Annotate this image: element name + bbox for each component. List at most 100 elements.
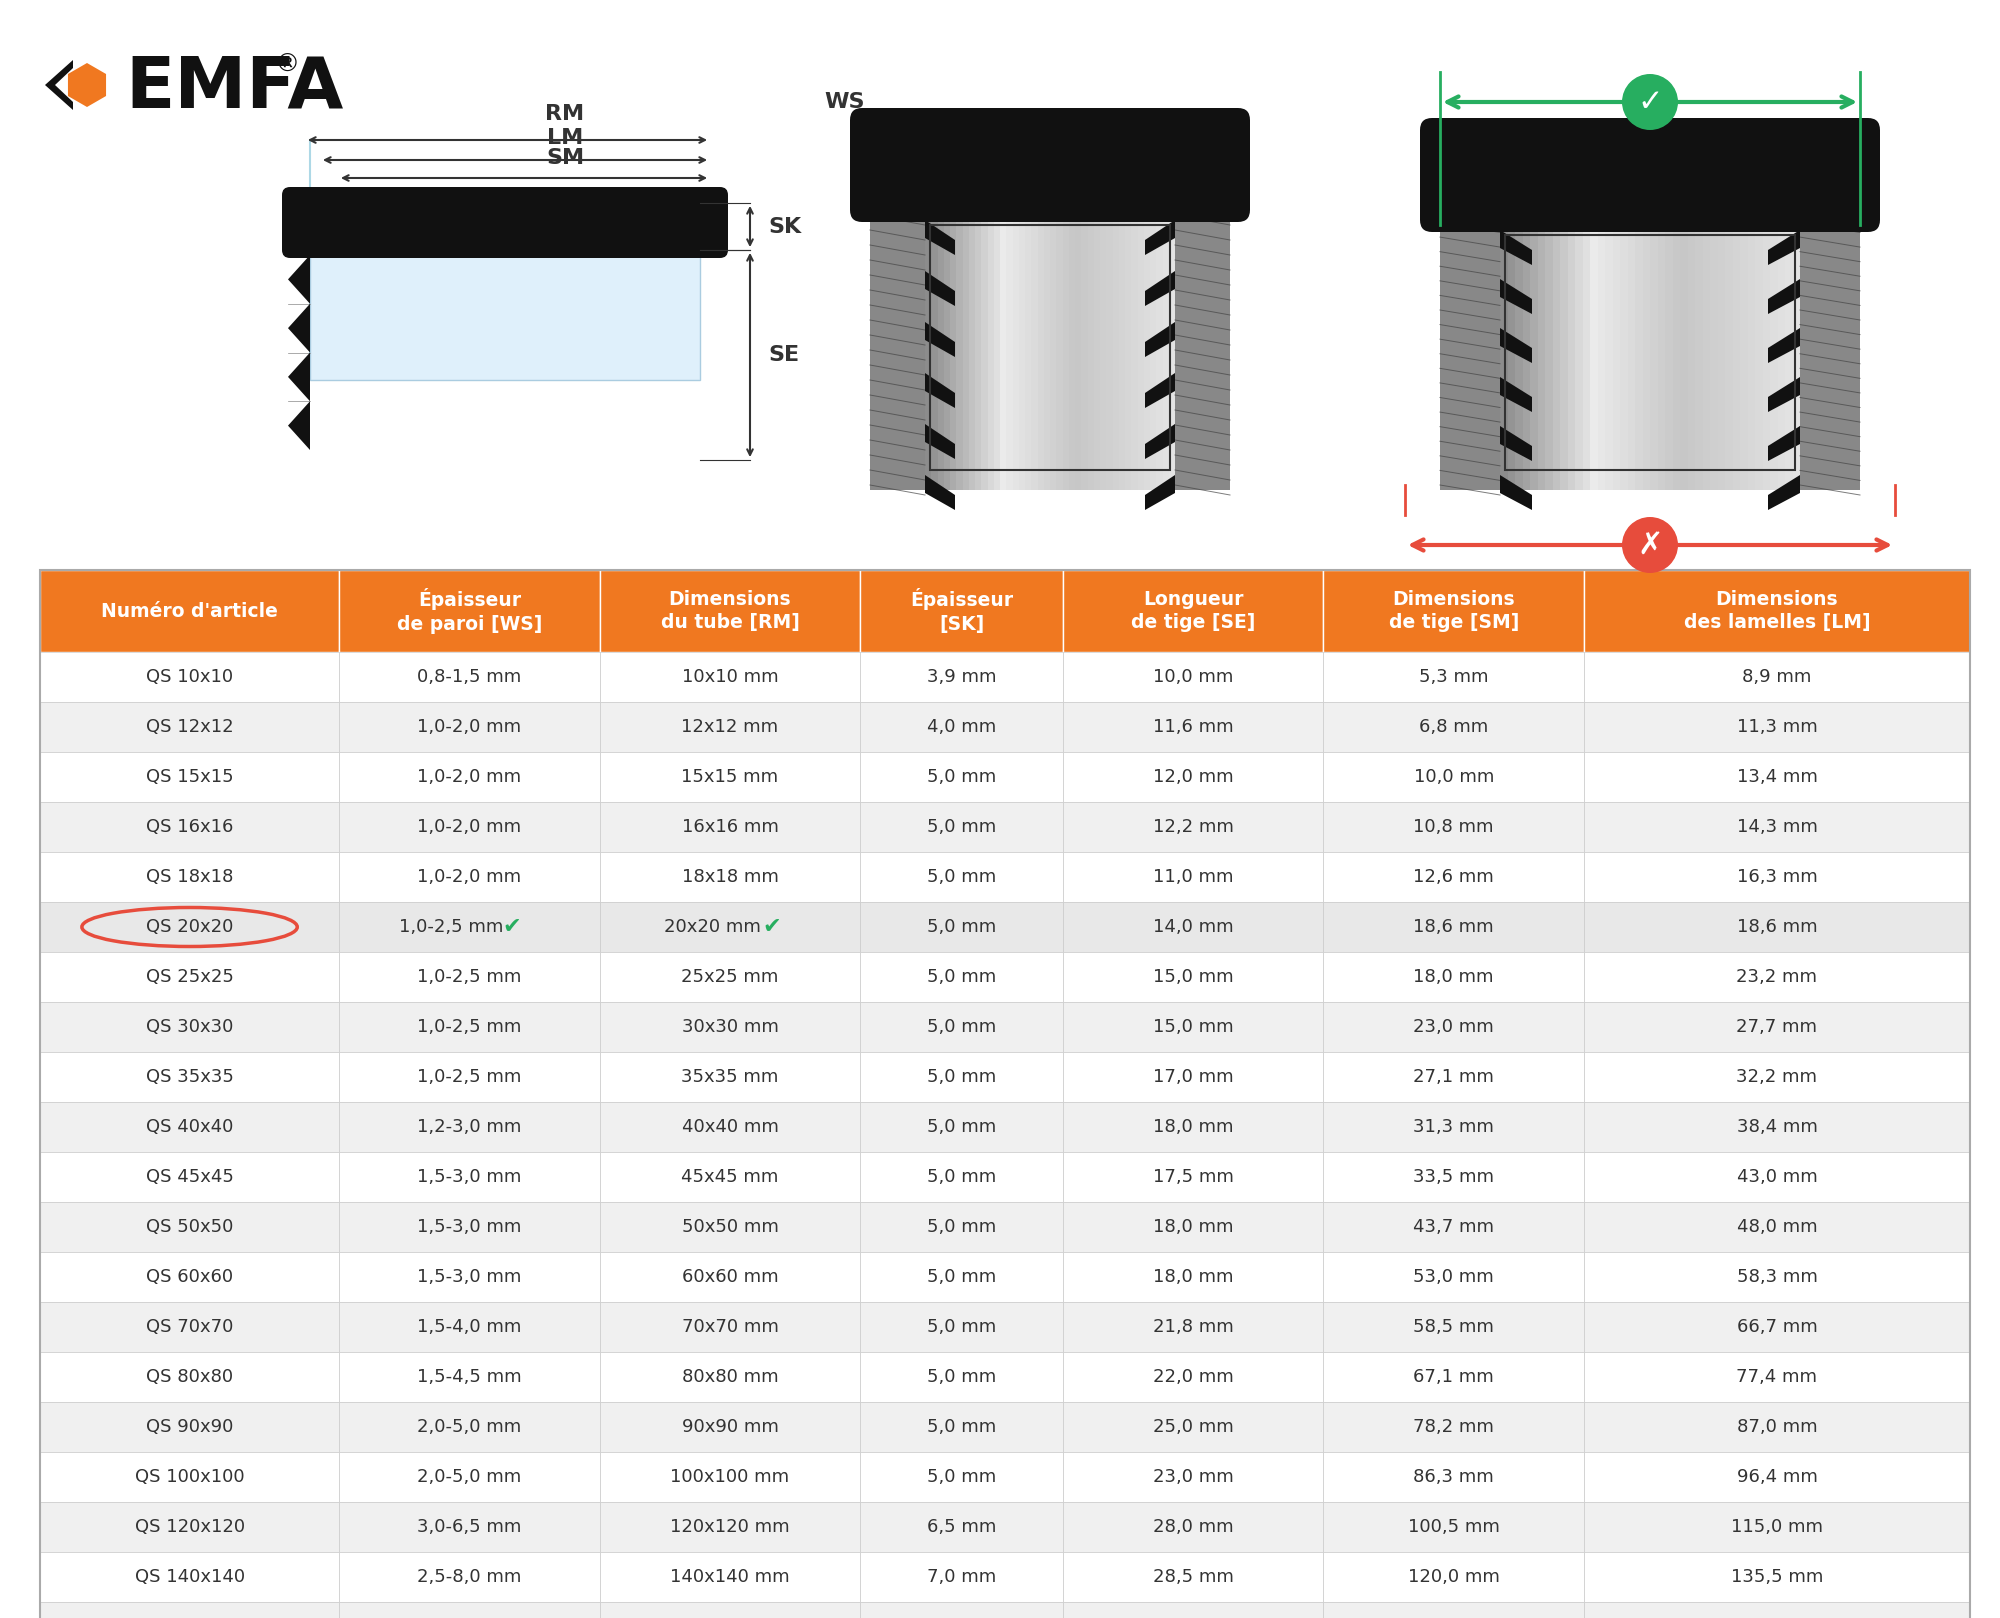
Text: 135,5 mm: 135,5 mm [1730,1568,1824,1586]
Polygon shape [1144,270,1176,306]
Text: QS 70x70: QS 70x70 [146,1319,234,1336]
Text: Longueur
de tige [SE]: Longueur de tige [SE] [1130,589,1256,633]
FancyBboxPatch shape [600,803,860,853]
FancyBboxPatch shape [40,1002,340,1052]
Polygon shape [288,256,310,304]
FancyBboxPatch shape [1124,120,1132,490]
FancyBboxPatch shape [1628,129,1636,490]
Text: 5,0 mm: 5,0 mm [926,867,996,887]
FancyBboxPatch shape [1658,129,1666,490]
FancyBboxPatch shape [860,702,1062,752]
FancyBboxPatch shape [600,1052,860,1102]
Polygon shape [924,424,956,460]
Text: 90x90 mm: 90x90 mm [682,1417,778,1437]
Text: 100,5 mm: 100,5 mm [1408,1518,1500,1535]
Text: 78,2 mm: 78,2 mm [1414,1417,1494,1437]
Text: 33,5 mm: 33,5 mm [1414,1168,1494,1186]
Text: 53,0 mm: 53,0 mm [1414,1269,1494,1286]
Text: QS 100x100: QS 100x100 [134,1468,244,1485]
Text: 5,0 mm: 5,0 mm [926,1367,996,1387]
FancyBboxPatch shape [1584,1302,1970,1353]
Text: 28,0 mm: 28,0 mm [1152,1518,1234,1535]
FancyBboxPatch shape [1800,129,1860,490]
FancyBboxPatch shape [40,853,340,901]
Text: 2,0-5,0 mm: 2,0-5,0 mm [418,1468,522,1485]
FancyBboxPatch shape [1522,129,1532,490]
Text: 0,8-1,5 mm: 0,8-1,5 mm [418,668,522,686]
FancyBboxPatch shape [600,1102,860,1152]
FancyBboxPatch shape [340,853,600,901]
Text: 18,6 mm: 18,6 mm [1736,917,1818,935]
Text: 27,1 mm: 27,1 mm [1414,1068,1494,1086]
Polygon shape [1768,278,1800,314]
Text: QS 30x30: QS 30x30 [146,1018,234,1036]
Text: 13,4 mm: 13,4 mm [1736,769,1818,786]
FancyBboxPatch shape [1516,129,1524,490]
FancyBboxPatch shape [1584,1552,1970,1602]
Text: 15,0 mm: 15,0 mm [1152,968,1234,985]
Text: Dimensions
de tige [SM]: Dimensions de tige [SM] [1388,589,1518,633]
Text: SM: SM [546,147,584,168]
Polygon shape [1768,230,1800,265]
FancyBboxPatch shape [1584,853,1970,901]
Text: 28,5 mm: 28,5 mm [1152,1568,1234,1586]
Text: 14,0 mm: 14,0 mm [1152,917,1234,935]
FancyBboxPatch shape [932,120,938,490]
Text: 2,0-5,0 mm: 2,0-5,0 mm [418,1417,522,1437]
FancyBboxPatch shape [600,702,860,752]
FancyBboxPatch shape [1680,129,1688,490]
FancyBboxPatch shape [1440,129,1500,490]
Text: 8,9 mm: 8,9 mm [1742,668,1812,686]
FancyBboxPatch shape [1604,129,1614,490]
Text: 16,3 mm: 16,3 mm [1736,867,1818,887]
Text: 32,2 mm: 32,2 mm [1736,1068,1818,1086]
FancyBboxPatch shape [1584,1202,1970,1252]
Text: 35x35 mm: 35x35 mm [682,1068,778,1086]
FancyBboxPatch shape [1324,951,1584,1002]
FancyBboxPatch shape [340,1403,600,1451]
FancyBboxPatch shape [1324,702,1584,752]
Text: ✗: ✗ [1638,531,1662,560]
Polygon shape [924,270,956,306]
FancyBboxPatch shape [1324,1252,1584,1302]
Text: 10,0 mm: 10,0 mm [1414,769,1494,786]
FancyBboxPatch shape [340,1252,600,1302]
FancyBboxPatch shape [860,752,1062,803]
FancyBboxPatch shape [860,1202,1062,1252]
Text: ✔: ✔ [502,917,520,937]
Polygon shape [924,476,956,510]
Text: Épaisseur
de paroi [WS]: Épaisseur de paroi [WS] [396,589,542,634]
Polygon shape [1768,377,1800,413]
Text: 17,5 mm: 17,5 mm [1152,1168,1234,1186]
FancyBboxPatch shape [1324,570,1584,652]
Text: QS 18x18: QS 18x18 [146,867,234,887]
FancyBboxPatch shape [1162,120,1170,490]
Text: 25x25 mm: 25x25 mm [682,968,778,985]
FancyBboxPatch shape [1324,1353,1584,1403]
Text: 4,0 mm: 4,0 mm [926,718,996,736]
FancyBboxPatch shape [340,1302,600,1353]
FancyBboxPatch shape [340,1552,600,1602]
Text: 5,0 mm: 5,0 mm [926,1269,996,1286]
Text: 1,2-3,0 mm: 1,2-3,0 mm [418,1118,522,1136]
FancyBboxPatch shape [1062,1403,1324,1451]
Text: 18,0 mm: 18,0 mm [1152,1118,1234,1136]
FancyBboxPatch shape [860,901,1062,951]
FancyBboxPatch shape [1138,120,1144,490]
FancyBboxPatch shape [1062,1552,1324,1602]
FancyBboxPatch shape [310,251,700,380]
Text: 1,5-3,0 mm: 1,5-3,0 mm [418,1168,522,1186]
FancyBboxPatch shape [860,1102,1062,1152]
FancyBboxPatch shape [1584,1252,1970,1302]
FancyBboxPatch shape [1012,120,1020,490]
FancyBboxPatch shape [1144,120,1152,490]
FancyBboxPatch shape [1062,1102,1324,1152]
FancyBboxPatch shape [600,1252,860,1302]
FancyBboxPatch shape [600,1202,860,1252]
Text: 100x100 mm: 100x100 mm [670,1468,790,1485]
FancyBboxPatch shape [1724,129,1734,490]
FancyBboxPatch shape [40,1152,340,1202]
FancyBboxPatch shape [944,120,952,490]
Circle shape [1622,518,1678,573]
FancyBboxPatch shape [870,120,924,490]
